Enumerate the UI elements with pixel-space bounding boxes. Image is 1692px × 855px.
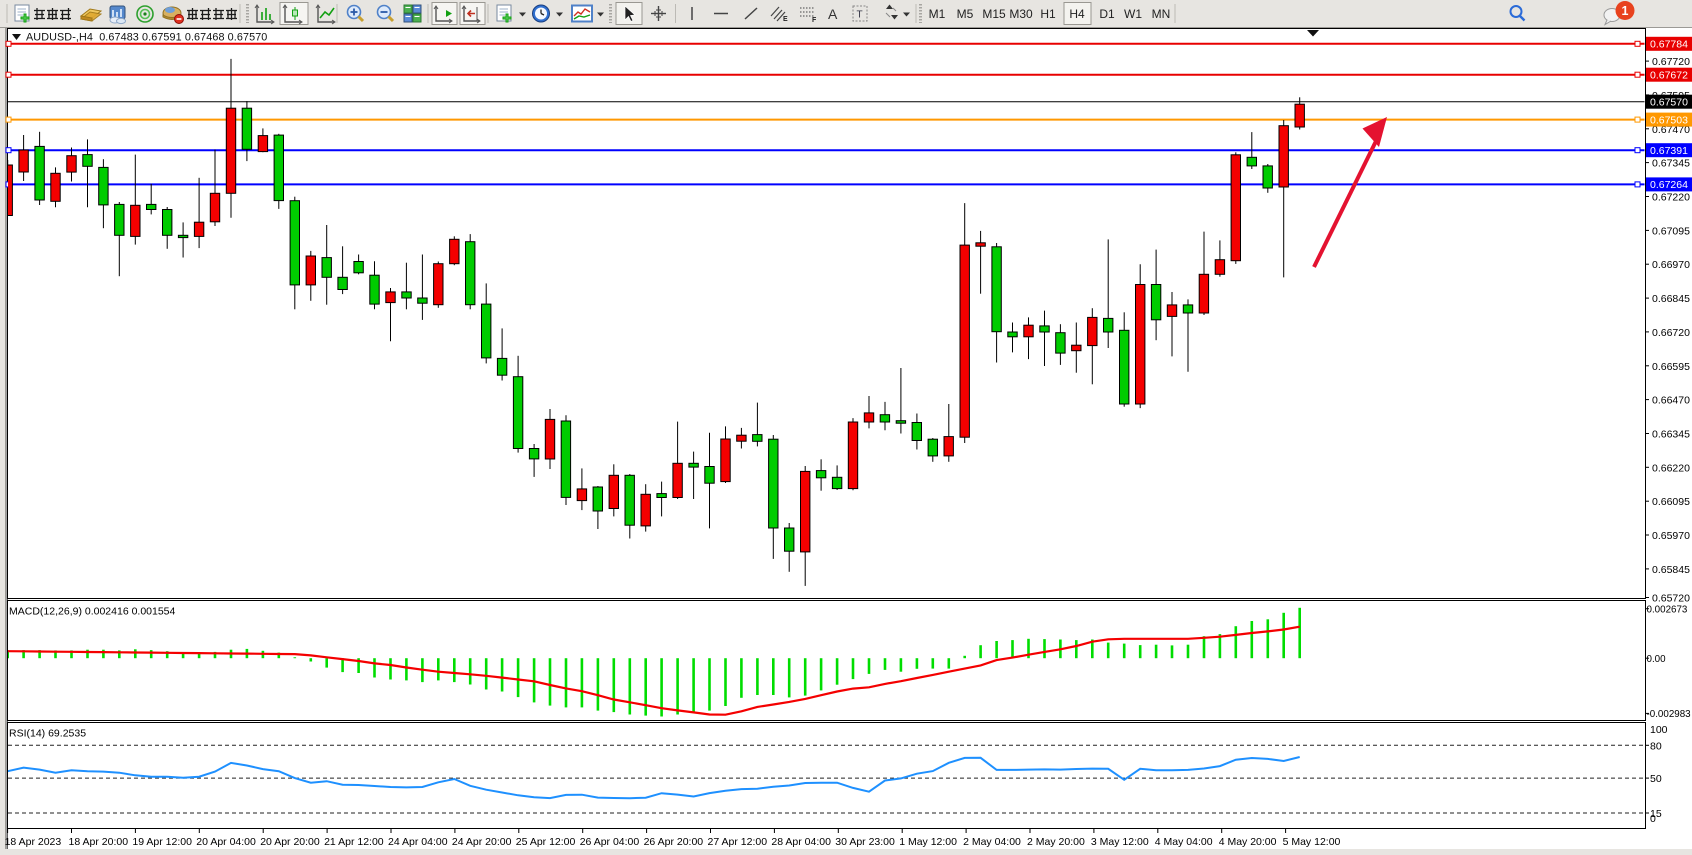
svg-text:1: 1 — [1622, 4, 1629, 18]
svg-text:MACD(12,26,9) 0.002416 0.00155: MACD(12,26,9) 0.002416 0.001554 — [9, 606, 176, 618]
svg-text:0.65845: 0.65845 — [1652, 564, 1690, 576]
svg-text:24 Apr 20:00: 24 Apr 20:00 — [452, 836, 512, 848]
svg-text:0.66845: 0.66845 — [1652, 293, 1690, 305]
svg-text:0.66470: 0.66470 — [1652, 395, 1690, 407]
svg-text:26 Apr 20:00: 26 Apr 20:00 — [644, 836, 704, 848]
svg-text:20 Apr 04:00: 20 Apr 04:00 — [196, 836, 256, 848]
svg-text:0.67720: 0.67720 — [1652, 56, 1690, 68]
svg-text:80: 80 — [1650, 740, 1662, 752]
svg-text:RSI(14) 69.2535: RSI(14) 69.2535 — [9, 728, 86, 740]
svg-text:0.67095: 0.67095 — [1652, 225, 1690, 237]
svg-text:4 May 04:00: 4 May 04:00 — [1155, 836, 1213, 848]
svg-text:0.67672: 0.67672 — [1650, 70, 1688, 82]
svg-text:0.66595: 0.66595 — [1652, 361, 1690, 373]
svg-text:3 May 12:00: 3 May 12:00 — [1091, 836, 1149, 848]
svg-text:AUDUSD-,H4 0.67483 0.67591 0.: AUDUSD-,H4 0.67483 0.67591 0.67468 0.675… — [26, 32, 267, 44]
svg-text:T: T — [857, 10, 863, 21]
svg-text:30 Apr 23:00: 30 Apr 23:00 — [835, 836, 895, 848]
svg-text:28 Apr 04:00: 28 Apr 04:00 — [771, 836, 831, 848]
svg-text:M15: M15 — [982, 7, 1006, 21]
svg-text:M30: M30 — [1009, 7, 1033, 21]
svg-text:0.67470: 0.67470 — [1652, 124, 1690, 136]
svg-text:0.66970: 0.66970 — [1652, 259, 1690, 271]
svg-text:20 Apr 20:00: 20 Apr 20:00 — [260, 836, 320, 848]
svg-text:0.67503: 0.67503 — [1650, 114, 1688, 126]
svg-text:0.002673: 0.002673 — [1647, 604, 1688, 615]
svg-text:0.67264: 0.67264 — [1650, 179, 1688, 191]
svg-text:2 May 04:00: 2 May 04:00 — [963, 836, 1021, 848]
svg-text:19 Apr 12:00: 19 Apr 12:00 — [132, 836, 192, 848]
svg-text:50: 50 — [1650, 773, 1662, 785]
svg-text:0.67391: 0.67391 — [1650, 145, 1688, 157]
svg-text:0.67784: 0.67784 — [1650, 39, 1688, 51]
svg-text:5 May 12:00: 5 May 12:00 — [1283, 836, 1341, 848]
svg-text:H1: H1 — [1040, 7, 1056, 21]
svg-text:M5: M5 — [957, 7, 974, 21]
svg-text:0.67570: 0.67570 — [1650, 97, 1688, 109]
svg-text:18 Apr 2023: 18 Apr 2023 — [5, 836, 62, 848]
svg-text:21 Apr 12:00: 21 Apr 12:00 — [324, 836, 384, 848]
svg-text:M1: M1 — [929, 7, 946, 21]
svg-text:F: F — [812, 17, 817, 24]
svg-text:0.67345: 0.67345 — [1652, 158, 1690, 170]
svg-text:0.66220: 0.66220 — [1652, 462, 1690, 474]
svg-text:D1: D1 — [1099, 7, 1115, 21]
svg-text:0.00: 0.00 — [1647, 654, 1667, 665]
svg-text:100: 100 — [1650, 724, 1668, 736]
svg-text:0.66345: 0.66345 — [1652, 429, 1690, 441]
svg-text:0.65720: 0.65720 — [1652, 593, 1690, 605]
svg-text:E: E — [783, 16, 788, 23]
svg-text:0.67220: 0.67220 — [1652, 192, 1690, 204]
svg-text:0.65970: 0.65970 — [1652, 530, 1690, 542]
svg-text:15: 15 — [1650, 808, 1662, 820]
svg-text:0.66095: 0.66095 — [1652, 496, 1690, 508]
svg-text:A: A — [828, 6, 838, 22]
svg-text:1 May 12:00: 1 May 12:00 — [899, 836, 957, 848]
svg-text:W1: W1 — [1124, 7, 1142, 21]
svg-text:18 Apr 20:00: 18 Apr 20:00 — [69, 836, 129, 848]
svg-text:0: 0 — [1650, 813, 1656, 825]
svg-text:27 Apr 12:00: 27 Apr 12:00 — [708, 836, 768, 848]
svg-text:MN: MN — [1152, 7, 1171, 21]
svg-text:4 May 20:00: 4 May 20:00 — [1219, 836, 1277, 848]
svg-text:26 Apr 04:00: 26 Apr 04:00 — [580, 836, 640, 848]
svg-text:24 Apr 04:00: 24 Apr 04:00 — [388, 836, 448, 848]
svg-text:H4: H4 — [1069, 7, 1085, 21]
svg-text:2 May 20:00: 2 May 20:00 — [1027, 836, 1085, 848]
svg-text:0.66720: 0.66720 — [1652, 327, 1690, 339]
svg-text:25 Apr 12:00: 25 Apr 12:00 — [516, 836, 576, 848]
svg-text:-0.002983: -0.002983 — [1647, 709, 1692, 720]
